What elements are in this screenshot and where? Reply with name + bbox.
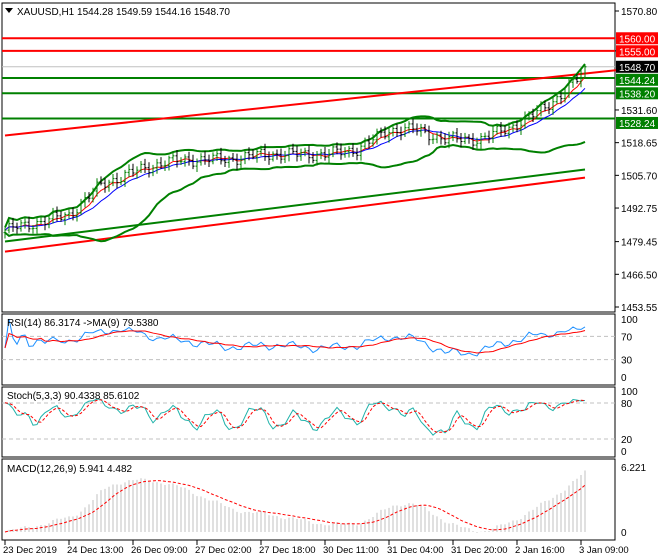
- time-tick-label: 24 Dec 13:00: [67, 545, 124, 556]
- price-tag-text: 1560.00: [619, 34, 656, 45]
- ohlc-high: 1549.59: [116, 7, 153, 18]
- ohlc-open: 1544.28: [77, 7, 114, 18]
- time-tick-label: 2 Jan 16:00: [515, 545, 565, 556]
- stoch-tick-label: 20: [621, 435, 633, 446]
- upper-band-line: [4, 63, 586, 228]
- price-tag-1538.20: [616, 87, 658, 100]
- macd-tick-label: 0: [621, 528, 627, 539]
- header-line: XAUUSD,H1 1544.28 1549.59 1544.16 1548.7…: [17, 7, 230, 18]
- price-tag-text: 1548.70: [619, 63, 656, 74]
- stoch-tick-label: 0: [621, 447, 627, 458]
- stoch-label: Stoch(5,3,3) 90.4338 85.6102: [7, 391, 140, 402]
- rsi-line: [4, 318, 586, 357]
- rsi-pane: [1, 313, 616, 386]
- price-tick-label: 1505.70: [621, 171, 658, 182]
- lower-band-line: [4, 141, 586, 243]
- trendline-1: [4, 176, 586, 253]
- rsi-tick-label: 100: [621, 315, 638, 326]
- rsi-tick-label: 0: [621, 373, 627, 384]
- price-tag-1548.70: [616, 60, 658, 73]
- macd-label: MACD(12,26,9) 5.941 4.482: [7, 464, 133, 475]
- rsi-tick-label: 30: [621, 356, 633, 367]
- macd-tick-label: 6.221: [621, 463, 646, 474]
- macd-signal-line: [4, 480, 586, 533]
- time-tick-label: 27 Dec 02:00: [195, 545, 252, 556]
- time-tick-label: 31 Dec 20:00: [451, 545, 508, 556]
- trendline-2: [4, 168, 586, 243]
- price-tick-label: 1466.50: [621, 270, 658, 281]
- slow-ma-line: [4, 87, 586, 231]
- price-tick-label: 1479.45: [621, 238, 658, 249]
- collapse-triangle-icon[interactable]: [5, 8, 13, 13]
- price-tag-1544.24: [616, 73, 658, 86]
- stoch-tick-label: 100: [621, 387, 638, 398]
- rsi-label: RSI(14) 86.3174 ->MA(9) 79.5380: [7, 318, 159, 329]
- price-tag-text: 1528.24: [619, 119, 656, 130]
- price-tag-1555.00: [616, 45, 658, 58]
- ohlc-close: 1548.70: [194, 7, 231, 18]
- price-tick-label: 1492.75: [621, 204, 658, 215]
- price-tick-label: 1453.55: [621, 303, 658, 314]
- price-tag-text: 1544.24: [619, 76, 656, 87]
- rsi-tick-label: 70: [621, 332, 633, 343]
- price-tag-1560.00: [616, 32, 658, 45]
- price-tick-label: 1531.60: [621, 106, 658, 117]
- price-tag-1528.24: [616, 116, 658, 129]
- price-tick-label: 1518.65: [621, 139, 658, 150]
- stoch-tick-label: 80: [621, 399, 633, 410]
- stoch-signal-line: [4, 399, 586, 433]
- trendline-0: [4, 69, 618, 137]
- time-tick-label: 27 Dec 18:00: [259, 545, 316, 556]
- price-tag-text: 1538.20: [619, 89, 656, 100]
- rsi-ma-line: [4, 330, 586, 354]
- symbol-label: XAUUSD,H1: [17, 7, 75, 18]
- ohlc-low: 1544.16: [155, 7, 192, 18]
- time-tick-label: 26 Dec 09:00: [131, 545, 188, 556]
- price-tag-text: 1555.00: [619, 47, 656, 58]
- price-tick-label: 1570.80: [621, 7, 658, 18]
- time-tick-label: 30 Dec 11:00: [323, 545, 379, 556]
- time-tick-label: 23 Dec 2019: [3, 545, 57, 556]
- time-tick-label: 3 Jan 09:00: [579, 545, 629, 556]
- time-tick-label: 31 Dec 04:00: [387, 545, 444, 556]
